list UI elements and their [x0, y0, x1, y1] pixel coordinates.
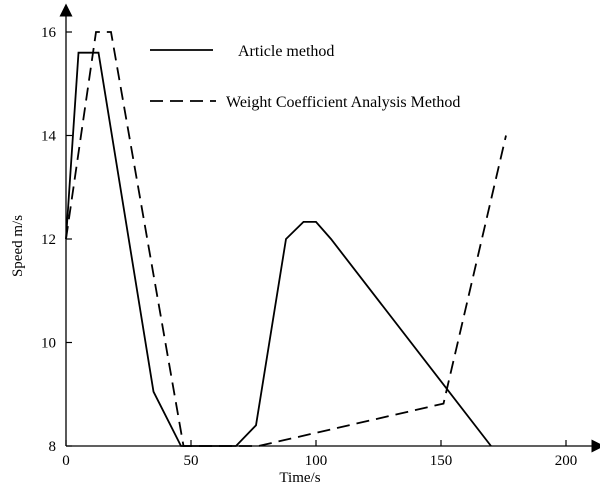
x-tick-label: 150	[430, 453, 453, 469]
series-line-article-method	[65, 51, 492, 447]
y-tick-label: 12	[41, 232, 56, 248]
y-tick-label: 10	[41, 336, 56, 352]
x-tick-label: 100	[305, 453, 328, 469]
x-tick-label: 200	[555, 453, 578, 469]
legend: Article method Weight Coefficient Analys…	[150, 43, 460, 111]
series-line-weight-coefficient	[65, 31, 507, 447]
x-tick-label: 50	[184, 453, 199, 469]
ticks: 0 50 100 150 200 8 10 12 14 16	[41, 25, 577, 469]
x-axis-title: Time/s	[279, 470, 320, 486]
x-tick-label: 0	[62, 453, 70, 469]
legend-label-weight-coefficient: Weight Coefficient Analysis Method	[226, 94, 460, 111]
y-tick-label: 14	[41, 129, 57, 145]
y-axis-title: Speed m/s	[10, 215, 26, 277]
series-layer	[65, 31, 507, 447]
legend-label-article-method: Article method	[238, 43, 334, 60]
y-tick-label: 16	[41, 25, 57, 41]
y-tick-label: 8	[49, 439, 57, 455]
